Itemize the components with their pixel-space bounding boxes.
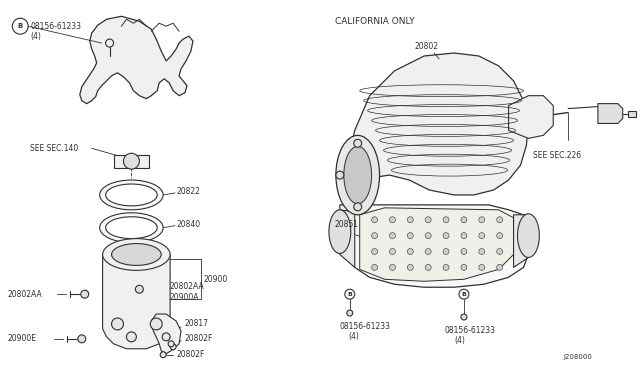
Circle shape [425, 232, 431, 238]
Circle shape [354, 140, 362, 147]
Polygon shape [340, 210, 355, 267]
Circle shape [111, 318, 124, 330]
Text: 08156-61233: 08156-61233 [30, 22, 81, 31]
Circle shape [136, 285, 143, 293]
Circle shape [150, 318, 162, 330]
Text: (4): (4) [349, 332, 360, 341]
Circle shape [162, 333, 170, 341]
Text: B: B [18, 23, 23, 29]
Circle shape [78, 335, 86, 343]
Text: (4): (4) [30, 32, 41, 41]
Ellipse shape [106, 184, 157, 206]
Text: 20900E: 20900E [7, 334, 36, 343]
Text: 20802F: 20802F [184, 334, 212, 343]
Ellipse shape [329, 210, 351, 253]
Ellipse shape [102, 238, 170, 270]
Circle shape [390, 232, 396, 238]
Circle shape [461, 264, 467, 270]
Circle shape [390, 248, 396, 254]
Text: 20802AA: 20802AA [169, 282, 204, 291]
Circle shape [390, 264, 396, 270]
Text: 20822: 20822 [176, 187, 200, 196]
Circle shape [345, 289, 355, 299]
Polygon shape [340, 205, 529, 287]
Polygon shape [628, 110, 636, 116]
Circle shape [497, 248, 502, 254]
Polygon shape [598, 104, 623, 124]
Circle shape [106, 39, 113, 47]
Text: SEE SEC.140: SEE SEC.140 [30, 144, 79, 153]
Circle shape [461, 314, 467, 320]
Polygon shape [113, 155, 149, 168]
Polygon shape [509, 96, 553, 138]
Text: SEE SEC.226: SEE SEC.226 [533, 151, 582, 160]
Text: 20802F: 20802F [176, 350, 204, 359]
Circle shape [497, 264, 502, 270]
Text: 08156-61233: 08156-61233 [340, 323, 391, 331]
Circle shape [425, 217, 431, 223]
Circle shape [497, 217, 502, 223]
Circle shape [479, 217, 484, 223]
Text: 20900: 20900 [204, 275, 228, 284]
Circle shape [425, 264, 431, 270]
Circle shape [425, 248, 431, 254]
Circle shape [170, 344, 176, 350]
Circle shape [407, 232, 413, 238]
Circle shape [479, 248, 484, 254]
Ellipse shape [518, 214, 540, 257]
Polygon shape [151, 314, 181, 354]
Circle shape [127, 332, 136, 342]
Circle shape [372, 217, 378, 223]
Circle shape [407, 264, 413, 270]
Circle shape [81, 290, 89, 298]
Text: 20851: 20851 [335, 220, 359, 229]
Circle shape [443, 264, 449, 270]
Ellipse shape [111, 244, 161, 265]
Circle shape [347, 310, 353, 316]
Ellipse shape [106, 217, 157, 238]
Circle shape [461, 248, 467, 254]
Text: B: B [461, 292, 467, 297]
Circle shape [372, 264, 378, 270]
Circle shape [479, 264, 484, 270]
Circle shape [443, 232, 449, 238]
Text: CALIFORNIA ONLY: CALIFORNIA ONLY [335, 17, 415, 26]
Text: 20840: 20840 [176, 220, 200, 229]
Ellipse shape [100, 180, 163, 210]
Circle shape [443, 217, 449, 223]
Text: 20802AA: 20802AA [7, 290, 42, 299]
Polygon shape [345, 53, 529, 195]
Text: B: B [348, 292, 352, 297]
Circle shape [336, 171, 344, 179]
Polygon shape [360, 208, 513, 281]
Circle shape [390, 217, 396, 223]
Ellipse shape [344, 146, 372, 204]
Circle shape [407, 217, 413, 223]
Text: 08156-61233: 08156-61233 [444, 326, 495, 336]
Circle shape [372, 232, 378, 238]
Circle shape [443, 248, 449, 254]
Polygon shape [513, 215, 529, 267]
Polygon shape [80, 16, 193, 104]
Circle shape [459, 289, 469, 299]
Circle shape [12, 18, 28, 34]
Ellipse shape [100, 213, 163, 243]
Circle shape [407, 248, 413, 254]
Text: (4): (4) [454, 336, 465, 345]
Circle shape [479, 232, 484, 238]
Circle shape [354, 203, 362, 211]
Circle shape [372, 248, 378, 254]
Text: 20802: 20802 [414, 42, 438, 51]
Polygon shape [102, 254, 170, 349]
Text: 20900A: 20900A [169, 293, 198, 302]
Circle shape [461, 217, 467, 223]
Circle shape [461, 232, 467, 238]
Text: 20817: 20817 [184, 320, 208, 328]
Text: J208000: J208000 [563, 354, 592, 360]
Circle shape [124, 153, 140, 169]
Circle shape [168, 341, 174, 347]
Circle shape [497, 232, 502, 238]
Circle shape [160, 352, 166, 358]
Ellipse shape [336, 135, 380, 215]
